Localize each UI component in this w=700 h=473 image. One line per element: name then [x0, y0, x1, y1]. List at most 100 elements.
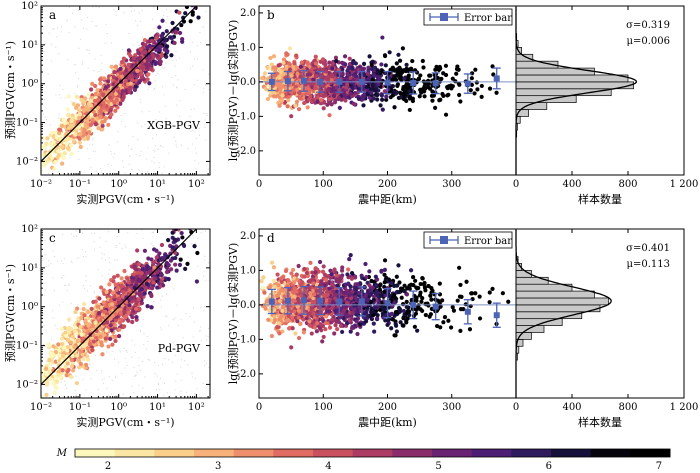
data-point: [407, 67, 412, 72]
data-point: [74, 353, 80, 358]
data-point: [16, 178, 20, 182]
data-point: [159, 53, 164, 58]
data-point: [126, 310, 131, 316]
data-point: [77, 365, 82, 370]
data-point: [158, 44, 163, 49]
data-point: [103, 336, 108, 341]
data-point: [155, 53, 160, 58]
data-point: [181, 19, 187, 24]
background-dot: [63, 258, 66, 260]
background-dot: [192, 19, 194, 21]
background-dot: [115, 14, 117, 16]
data-point: [307, 90, 312, 95]
background-dot: [155, 389, 158, 391]
background-dot: [172, 59, 174, 61]
data-point: [345, 82, 350, 87]
background-dot: [171, 76, 173, 79]
background-dot: [133, 366, 135, 369]
background-dot: [132, 135, 134, 138]
background-dot: [148, 359, 151, 361]
data-point: [283, 86, 289, 91]
data-point: [305, 105, 310, 110]
x-axis-label: 样本数量: [578, 192, 622, 206]
background-dot: [191, 372, 193, 374]
background-dot: [91, 143, 94, 146]
data-point: [351, 60, 356, 65]
background-dot: [142, 387, 144, 389]
data-point: [179, 22, 184, 28]
background-dot: [161, 172, 163, 175]
background-dot: [124, 172, 126, 174]
background-dot: [102, 382, 105, 385]
data-point: [197, 1, 201, 5]
background-dot: [105, 73, 107, 75]
background-dot: [77, 86, 79, 88]
background-dot: [130, 6, 132, 8]
data-point: [330, 66, 335, 71]
background-dot: [60, 381, 62, 383]
data-point: [48, 142, 53, 147]
background-dot: [202, 26, 204, 28]
background-dot: [78, 9, 80, 12]
background-dot: [175, 143, 177, 145]
background-dot: [111, 153, 113, 155]
background-dot: [202, 382, 204, 385]
data-point: [177, 10, 182, 15]
background-dot: [173, 288, 175, 290]
background-dot: [44, 254, 46, 256]
data-point: [25, 176, 29, 180]
background-dot: [193, 108, 195, 110]
data-point: [330, 73, 335, 78]
background-dot: [192, 129, 194, 131]
background-dot: [192, 235, 194, 237]
data-point: [410, 98, 415, 104]
data-point: [418, 73, 423, 78]
data-point: [307, 97, 312, 102]
background-dot: [87, 49, 89, 51]
background-dot: [101, 62, 103, 64]
background-dot: [65, 284, 67, 286]
data-point: [394, 77, 399, 83]
background-dot: [139, 155, 141, 157]
x-tick-label: 300: [442, 179, 461, 190]
background-dot: [100, 54, 102, 56]
background-dot: [180, 318, 182, 321]
data-point: [166, 238, 171, 243]
data-point: [278, 87, 283, 92]
data-point: [384, 97, 389, 102]
background-dot: [167, 43, 169, 45]
data-point: [320, 57, 326, 62]
background-dot: [207, 336, 209, 338]
data-point: [70, 353, 75, 359]
data-point: [122, 71, 127, 76]
background-dot: [162, 363, 164, 366]
background-dot: [137, 138, 139, 141]
data-point: [138, 55, 143, 60]
data-point: [392, 105, 397, 110]
background-dot: [169, 43, 171, 45]
background-dot: [178, 57, 181, 59]
plot-area-a: [16, 1, 210, 182]
data-point: [313, 86, 318, 91]
background-dot: [203, 259, 205, 261]
data-point: [189, 221, 193, 225]
data-point: [69, 118, 74, 124]
data-point: [120, 89, 125, 94]
data-point: [159, 33, 164, 38]
data-point: [341, 82, 346, 87]
background-dot: [115, 245, 117, 247]
background-dot: [191, 7, 193, 9]
background-dot: [110, 69, 112, 71]
error-bar-mean: [384, 79, 391, 86]
data-point: [65, 348, 70, 353]
data-point: [106, 99, 111, 104]
background-dot: [100, 69, 102, 71]
data-point: [99, 285, 104, 290]
data-point: [88, 122, 93, 128]
background-dot: [43, 270, 45, 272]
background-dot: [66, 289, 68, 291]
background-dot: [83, 288, 86, 290]
background-dot: [64, 97, 66, 99]
background-dot: [98, 70, 100, 73]
background-dot: [155, 74, 157, 77]
